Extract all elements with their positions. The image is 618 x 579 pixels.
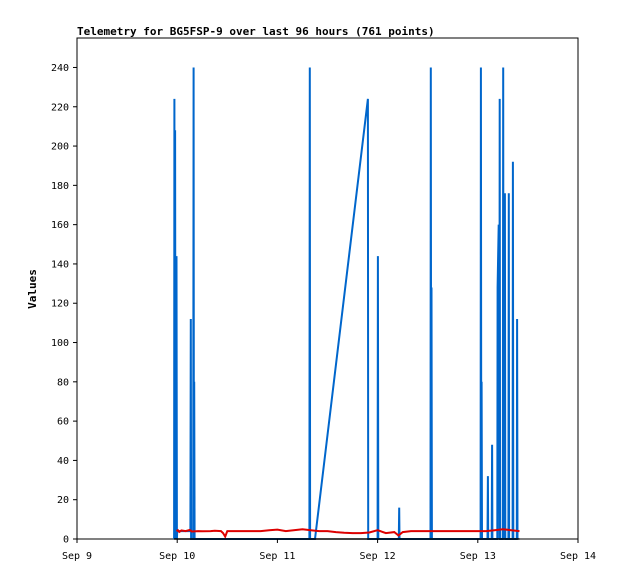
x-axis: Sep 9 Sep 10 Sep 11 Sep 12 Sep 13 Sep 14 <box>62 539 596 562</box>
x-tick-label-2: Sep 11 <box>259 551 295 562</box>
x-tick-label-1: Sep 10 <box>159 551 195 562</box>
chart-title: Telemetry for BG5FSP-9 over last 96 hour… <box>77 25 435 38</box>
y-tick-label-4: 80 <box>57 377 69 388</box>
y-tick-label-2: 40 <box>57 456 69 467</box>
y-axis: 0 20 40 60 80 100 120 140 160 180 200 220 240 <box>51 63 77 546</box>
series-layer <box>173 67 520 540</box>
x-tick-label-4: Sep 13 <box>460 551 496 562</box>
y-tick-label-10: 200 <box>51 142 69 153</box>
y-tick-label-5: 100 <box>51 338 69 349</box>
y-tick-label-8: 160 <box>51 220 69 231</box>
y-tick-label-9: 180 <box>51 181 69 192</box>
y-tick-label-11: 220 <box>51 102 69 113</box>
y-tick-label-6: 120 <box>51 299 69 310</box>
y-tick-label-3: 60 <box>57 417 69 428</box>
y-tick-label-12: 240 <box>51 63 69 74</box>
x-tick-label-3: Sep 12 <box>360 551 396 562</box>
plot-area <box>76 37 579 540</box>
series-line-1 <box>175 528 520 539</box>
x-tick-label-5: Sep 14 <box>560 551 596 562</box>
y-axis-label: Values <box>26 269 39 309</box>
y-tick-label-1: 20 <box>57 495 69 506</box>
y-tick-label-0: 0 <box>63 535 69 546</box>
y-tick-label-7: 140 <box>51 259 69 270</box>
x-tick-label-0: Sep 9 <box>62 551 92 562</box>
